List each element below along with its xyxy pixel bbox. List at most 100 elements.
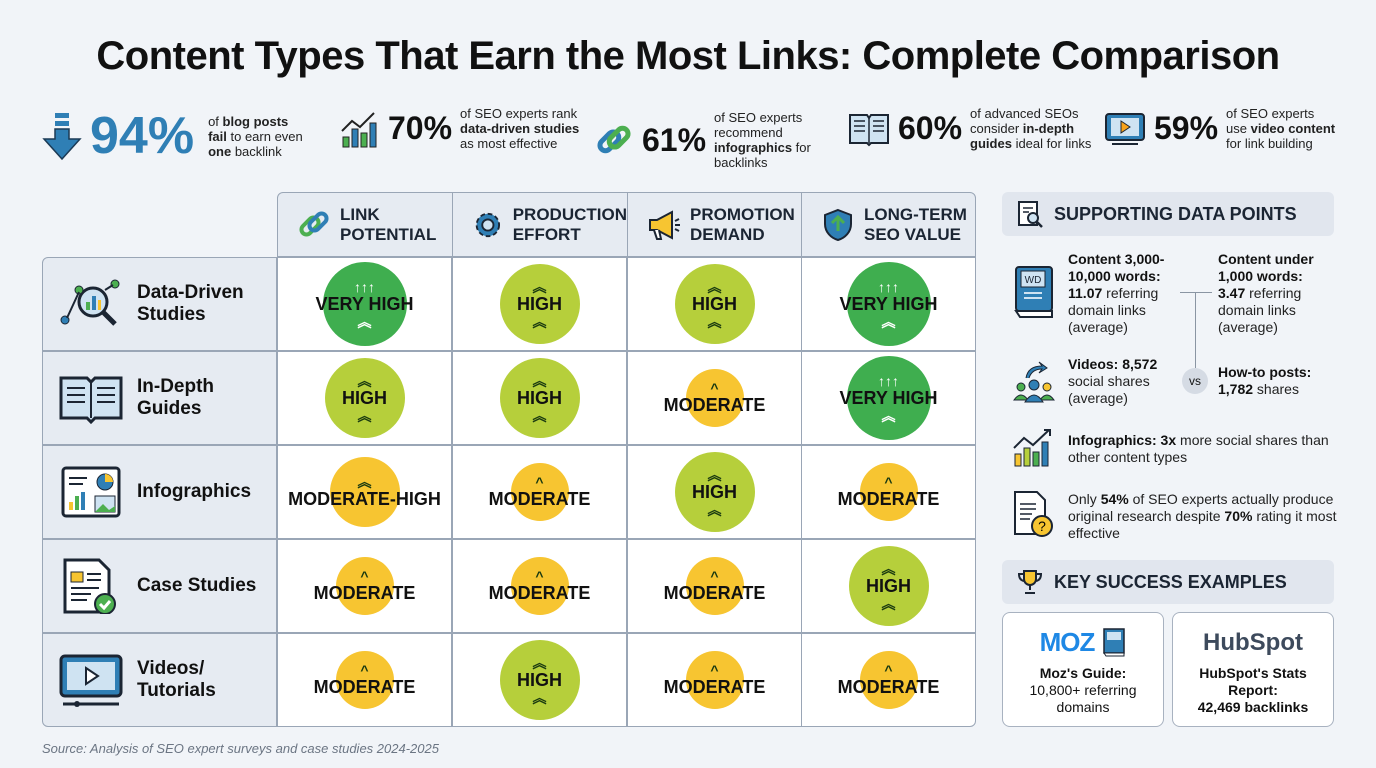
rating-badge: ^ MODERATE	[489, 557, 590, 615]
column-header-label: LONG-TERM SEO VALUE	[864, 204, 967, 244]
rating-badge: ︽ MODERATE-HIGH	[288, 457, 441, 527]
link-icon	[299, 210, 329, 237]
stat-value: 61%	[642, 121, 707, 158]
trophy-icon	[1017, 570, 1043, 594]
stat-desc: of blog posts fail to earn even one back…	[208, 113, 303, 159]
rating-label: MODERATE-HIGH	[288, 488, 441, 509]
up-arrows-icon: ︽	[707, 466, 722, 483]
rating-label: HIGH	[517, 669, 562, 690]
rating-badge: ^ MODERATE	[314, 557, 415, 615]
example-card-hubspot: HubSpot HubSpot's Stats Report: 42,469 b…	[1172, 612, 1334, 727]
stat-desc: of SEO experts rank data-driven studies …	[460, 106, 580, 151]
rating-badge: ︽ HIGH ︽	[674, 264, 755, 344]
rating-badge: ^ MODERATE	[664, 651, 765, 709]
up-arrows-icon: ^	[360, 567, 369, 584]
stat-value: 94%	[90, 107, 195, 165]
chevron-up-icon: ︽	[532, 689, 547, 706]
stat-value: 59%	[1154, 110, 1219, 146]
rating-label: VERY HIGH	[839, 387, 938, 408]
chevron-up-icon: ︽	[707, 501, 722, 518]
rating-label: HIGH	[692, 481, 737, 502]
svg-text:WD: WD	[1025, 275, 1042, 286]
point-howto: How-to posts: 1,782 shares	[1218, 364, 1312, 397]
stat-video: 59% of SEO experts use video content for…	[1104, 106, 1336, 151]
hubspot-logo: HubSpot	[1203, 628, 1303, 656]
rating-cell: ↑↑↑ VERY HIGH ︽	[277, 257, 452, 351]
up-arrows-icon: ^	[710, 379, 719, 396]
row-label-infographics: Infographics	[42, 445, 277, 539]
page-title: Content Types That Earn the Most Links: …	[96, 34, 1280, 78]
growth-chart-icon	[1013, 429, 1051, 467]
stat-guides: 60% of advanced SEOs consider in-depth g…	[848, 106, 1095, 151]
infographic-icon	[61, 466, 121, 518]
example-card-moz: MOZ Moz's Guide: 10,800+ referring domai…	[1002, 612, 1164, 727]
up-arrows-icon: ^	[884, 473, 893, 490]
open-book-icon	[59, 376, 123, 425]
moz-logo: MOZ	[1039, 626, 1096, 657]
up-arrows-icon: ︽	[357, 372, 372, 389]
rating-label: HIGH	[517, 293, 562, 314]
rating-label: MODERATE	[837, 488, 940, 509]
rating-badge: ︽ HIGH ︽	[499, 640, 580, 720]
video-icon	[1105, 112, 1145, 145]
rating-label: HIGH	[517, 387, 562, 408]
comparison-table: LINK POTENTIAL PRODUCTION EFFORT PROMOTION DE…	[42, 192, 976, 727]
up-arrows-icon: ︽	[357, 473, 372, 490]
stat-infographics: 61% of SEO experts recommend infographic…	[594, 110, 814, 170]
up-arrows-icon: ^	[884, 661, 893, 678]
row-label-data-driven: Data-Driven Studies	[42, 257, 277, 351]
rating-badge: ↑↑↑ VERY HIGH ︽	[315, 262, 414, 346]
document-check-icon	[63, 558, 116, 614]
rating-label: MODERATE	[488, 582, 591, 603]
stat-value: 60%	[898, 110, 963, 146]
column-header-long-term: LONG-TERM SEO VALUE	[801, 192, 976, 257]
up-arrows-icon: ↑↑↑	[878, 278, 899, 295]
rating-badge: ^ MODERATE	[838, 651, 939, 709]
rating-label: HIGH	[866, 575, 911, 596]
point-short-content: Content under 1,000 words: 3.47 referrin…	[1218, 251, 1314, 335]
chevron-up-icon: ︽	[881, 595, 896, 612]
rating-label: VERY HIGH	[315, 293, 414, 314]
rating-cell: ^ MODERATE	[277, 633, 452, 727]
rating-label: MODERATE	[313, 582, 416, 603]
rating-badge: ^ MODERATE	[664, 369, 765, 427]
up-arrows-icon: ︽	[532, 654, 547, 671]
up-arrows-icon: ^	[710, 567, 719, 584]
rating-badge: ︽ HIGH ︽	[674, 452, 755, 532]
stat-desc: of advanced SEOs consider in-depth guide…	[970, 106, 1092, 151]
rating-badge: ︽ HIGH ︽	[499, 264, 580, 344]
rating-label: MODERATE	[488, 488, 591, 509]
rating-cell: ^ MODERATE	[801, 633, 976, 727]
rating-label: VERY HIGH	[839, 293, 938, 314]
row-label-text: Infographics	[137, 481, 252, 502]
rating-badge: ^ MODERATE	[664, 557, 765, 615]
rating-badge: ^ MODERATE	[838, 463, 939, 521]
video-player-icon	[59, 654, 123, 707]
rating-badge: ︽ HIGH ︽	[324, 358, 405, 438]
link-icon	[597, 125, 631, 154]
row-label-in-depth: In-Depth Guides	[42, 351, 277, 445]
row-label-text: In-Depth Guides	[137, 376, 215, 419]
rating-cell: ︽ HIGH ︽	[452, 257, 627, 351]
document-search-icon	[1018, 201, 1043, 228]
up-arrows-icon: ↑↑↑	[354, 278, 375, 295]
rating-cell: ^ MODERATE	[627, 539, 802, 633]
point-long-content: Content 3,000-10,000 words: 11.07 referr…	[1068, 251, 1165, 335]
rating-label: MODERATE	[837, 676, 940, 697]
chevron-up-icon: ︽	[881, 407, 896, 424]
up-arrows-icon: ︽	[707, 278, 722, 295]
rating-cell: ︽ HIGH ︽	[277, 351, 452, 445]
stat-value: 70%	[388, 110, 453, 146]
connector-line	[1195, 292, 1196, 368]
point-videos: Videos: 8,572 social shares (average)	[1068, 356, 1158, 406]
chevron-up-icon: ︽	[357, 407, 372, 424]
rating-cell: ^ MODERATE	[277, 539, 452, 633]
rating-cell: ^ MODERATE	[452, 445, 627, 539]
gear-icon	[475, 212, 501, 237]
people-share-icon	[1013, 361, 1055, 403]
rating-label: MODERATE	[663, 676, 766, 697]
megaphone-icon	[649, 209, 680, 240]
up-arrows-icon: ^	[535, 473, 544, 490]
chevron-up-icon: ︽	[532, 407, 547, 424]
rating-cell: ↑↑↑ VERY HIGH ︽	[801, 257, 976, 351]
